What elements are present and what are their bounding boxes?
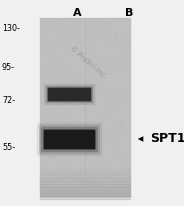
Bar <box>46 86 92 102</box>
Bar <box>47 87 91 101</box>
Bar <box>48 88 90 100</box>
Text: 55-: 55- <box>2 144 15 152</box>
Bar <box>40 169 130 172</box>
Text: © ProSci Inc.: © ProSci Inc. <box>68 45 107 79</box>
Bar <box>44 84 94 104</box>
Bar <box>40 184 130 187</box>
Bar <box>44 130 94 148</box>
Text: B: B <box>125 8 133 18</box>
Bar <box>40 181 130 184</box>
Text: 130-: 130- <box>2 23 20 33</box>
Text: A: A <box>73 8 82 18</box>
Bar <box>40 187 130 190</box>
Bar <box>43 129 95 149</box>
Bar <box>40 193 130 196</box>
Bar <box>40 18 130 196</box>
Bar <box>40 172 130 175</box>
Text: 72-: 72- <box>2 96 15 104</box>
Bar <box>40 178 130 181</box>
Text: 95-: 95- <box>2 63 15 73</box>
Bar <box>40 196 130 199</box>
Bar <box>37 123 101 155</box>
Text: SPT1: SPT1 <box>150 132 184 145</box>
Bar <box>40 190 130 193</box>
Bar <box>39 125 99 153</box>
Bar <box>41 127 97 151</box>
Bar <box>40 175 130 178</box>
